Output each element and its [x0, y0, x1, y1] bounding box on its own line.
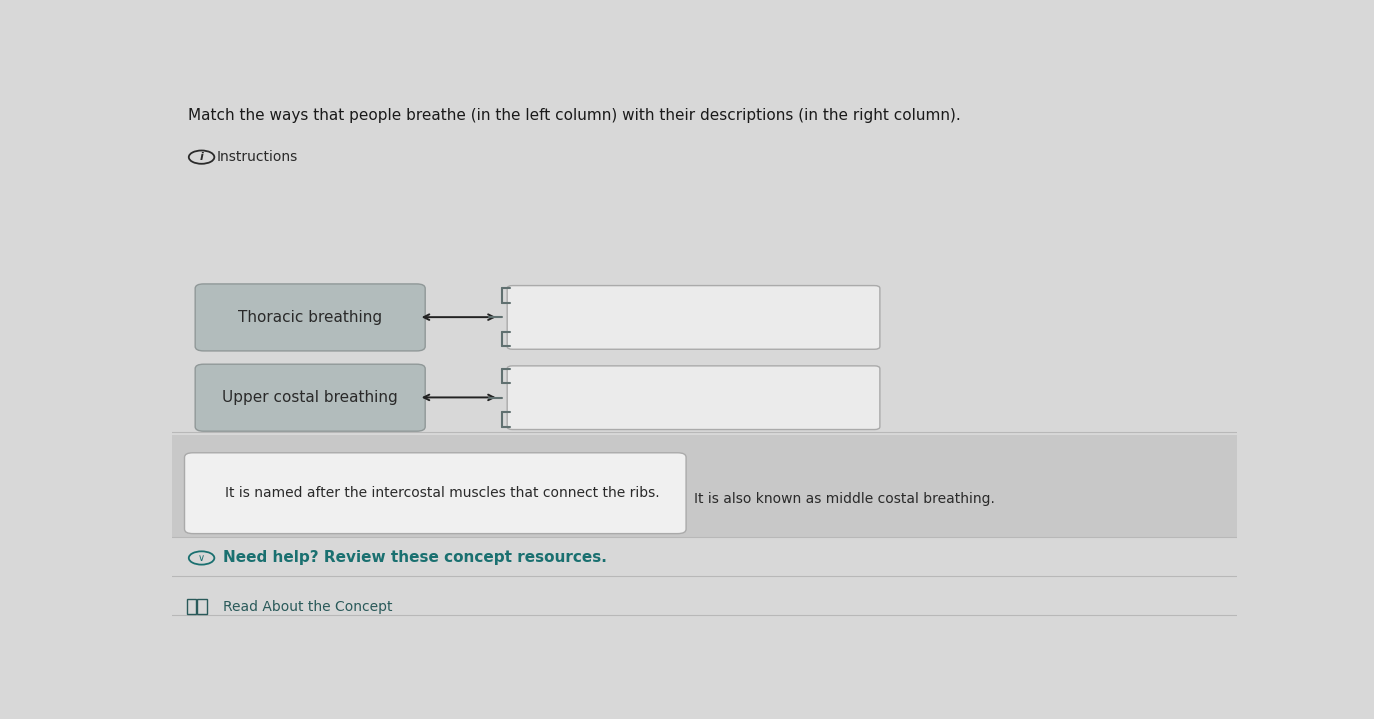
Text: Thoracic breathing: Thoracic breathing	[238, 310, 382, 325]
FancyBboxPatch shape	[184, 453, 686, 533]
Bar	[187, 599, 196, 615]
Bar	[198, 599, 207, 615]
FancyBboxPatch shape	[507, 285, 879, 349]
Text: It is also known as middle costal breathing.: It is also known as middle costal breath…	[694, 492, 995, 505]
Bar	[172, 435, 1237, 538]
Text: ∨: ∨	[198, 553, 205, 563]
Text: Upper costal breathing: Upper costal breathing	[223, 390, 398, 406]
Text: Read About the Concept: Read About the Concept	[223, 600, 393, 614]
Text: i: i	[199, 152, 203, 162]
FancyBboxPatch shape	[195, 284, 425, 351]
FancyBboxPatch shape	[195, 365, 425, 431]
Text: Instructions: Instructions	[217, 150, 298, 164]
Text: It is named after the intercostal muscles that connect the ribs.: It is named after the intercostal muscle…	[225, 486, 660, 500]
FancyBboxPatch shape	[507, 366, 879, 429]
Text: Need help? Review these concept resources.: Need help? Review these concept resource…	[223, 551, 607, 565]
Text: Match the ways that people breathe (in the left column) with their descriptions : Match the ways that people breathe (in t…	[188, 109, 960, 124]
